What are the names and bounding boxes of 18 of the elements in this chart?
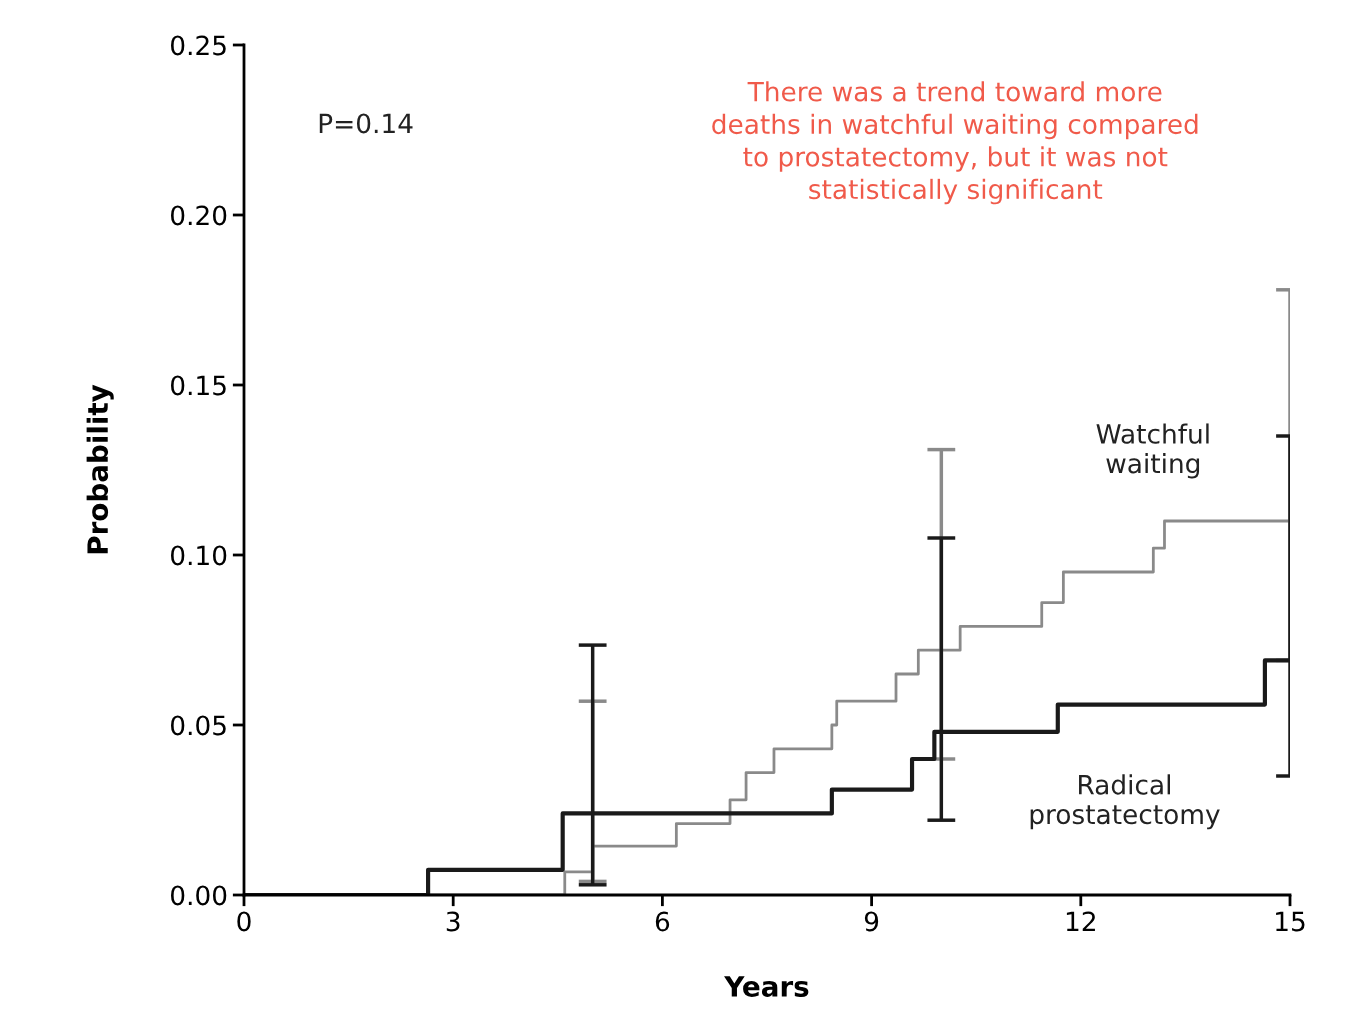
y-tick-label: 0.15	[171, 375, 226, 396]
y-tick-label: 0.10	[171, 545, 227, 566]
series-label: Watchful waiting	[1096, 423, 1209, 479]
x-tick-label: 0	[237, 911, 251, 932]
annotation: P=0.14	[319, 113, 413, 134]
x-tick-label: 12	[1066, 911, 1095, 932]
x-axis-title: Years	[724, 976, 809, 997]
x-tick-label: 6	[655, 911, 670, 932]
x-tick-label: 15	[1276, 911, 1305, 932]
x-tick-label: 3	[446, 911, 460, 932]
y-axis-title: Probability	[86, 384, 114, 554]
annotation: There was a trend toward more deaths in watchful waiting compared to prostatectomy, but it was not statistically significant	[712, 81, 1198, 205]
x-tick-label: 9	[864, 911, 879, 932]
y-tick-label: 0.20	[171, 205, 227, 226]
y-tick-label: 0.05	[171, 715, 226, 736]
y-tick-label: 0.25	[171, 35, 226, 56]
series-label: Radical prostatectomy	[1030, 774, 1220, 830]
y-tick-label: 0.00	[171, 885, 227, 906]
